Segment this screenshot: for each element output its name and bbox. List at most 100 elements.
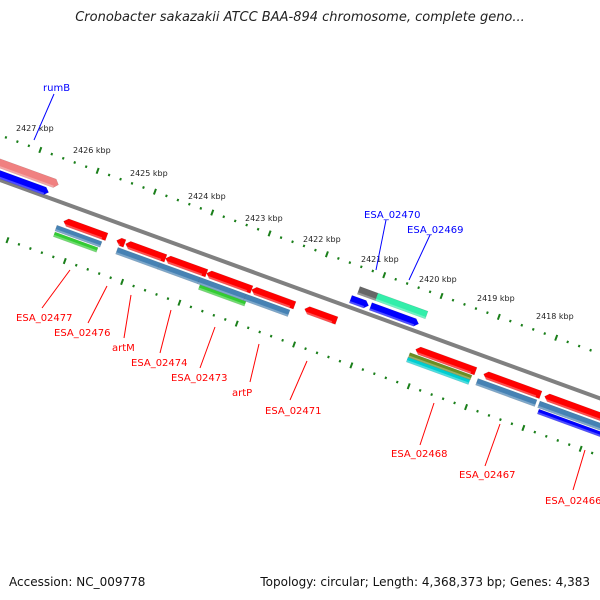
lower-tick [372,372,376,376]
lower-tick [418,388,422,392]
gene-feature [52,231,99,253]
lower-tick [258,330,262,334]
tick-label: 2426 kbp [73,146,111,155]
upper-tick [486,311,489,315]
genome-info-text: Topology: circular; Length: 4,368,373 bp… [260,575,590,589]
gene-feature-shade [197,281,245,301]
tick-label: 2424 kbp [188,192,226,201]
lower-tick [327,355,330,359]
lower-tick [361,368,365,372]
gene-feature-shade [250,291,291,308]
lower-tick [177,299,182,306]
gene-feature-shade [303,310,333,324]
lower-tick [544,434,548,438]
lower-tick [109,276,112,280]
upper-tick [577,344,581,348]
lower-tick [590,451,594,455]
lower-tick [29,247,32,250]
gene-label[interactable]: ESA_02473 [171,373,228,384]
gene-feature [54,224,103,248]
gene-feature [125,241,168,263]
gene-feature-shade [62,223,103,240]
tick-label: 2420 kbp [419,275,457,284]
upper-tick [589,348,592,352]
lower-tick [556,439,560,442]
upper-tick [4,135,8,139]
gene-feature [537,400,600,434]
gene-feature [415,346,478,376]
lower-tick [304,347,307,351]
gene-label[interactable]: artM [112,343,135,354]
gene-label[interactable]: ESA_02467 [459,470,516,481]
lower-tick [338,359,342,363]
gene-label[interactable]: ESA_02469 [407,225,464,236]
gene-feature-shade [164,260,203,276]
backbone [0,171,600,422]
gene-feature [405,356,471,385]
gene-feature-shade [53,234,97,253]
gene-feature [368,302,419,327]
upper-tick [119,177,122,181]
lower-tick [40,251,44,255]
gene-feature-shade [157,267,199,284]
lower-tick [395,380,399,384]
lower-tick [430,393,433,397]
gene-feature [243,293,291,317]
lower-tick [166,297,170,301]
upper-tick [394,277,398,281]
gene-feature [536,408,600,441]
upper-tick [531,327,535,331]
accession-text: Accession: NC_009778 [9,575,146,589]
gene-label[interactable]: ESA_02474 [131,358,188,369]
gene-label[interactable]: ESA_02466 [545,496,600,507]
lower-tick [132,284,135,288]
map-title: Cronobacter sakazakii ATCC BAA-894 chrom… [75,10,525,25]
upper-tick [27,144,31,148]
upper-tick [314,248,317,252]
gene-label[interactable]: artP [232,388,252,399]
gene-feature-shade [0,172,45,195]
gene-label[interactable]: ESA_02477 [16,313,73,324]
upper-tick [176,198,180,202]
lower-tick [533,430,537,434]
lower-tick [349,362,354,369]
lower-tick [189,305,193,309]
upper-tick [508,319,512,323]
upper-tick [463,302,466,306]
upper-tick [302,244,306,248]
lower-tick [567,443,571,447]
lower-tick [155,292,158,296]
gene-feature-shade [537,411,600,440]
upper-tick [474,307,478,311]
lower-tick [97,272,101,276]
tick-label: 2419 kbp [477,294,515,303]
gene-feature [0,166,49,196]
lower-tick [5,237,10,244]
upper-tick [165,194,168,198]
gene-label-rumB[interactable]: rumB [43,83,70,94]
lower-tick [441,397,445,401]
gene-feature-shade [0,161,54,188]
lower-tick [223,317,227,321]
lower-tick [384,376,388,380]
gene-label[interactable]: ESA_02470 [364,210,421,221]
lower-tick [510,422,514,426]
upper-tick [267,230,272,237]
gene-label[interactable]: ESA_02468 [391,449,448,460]
upper-tick [73,161,77,164]
gene-feature-shade [482,375,537,398]
tick-label: 2427 kbp [16,124,54,133]
gene-label[interactable]: ESA_02471 [265,406,322,417]
lower-tick [464,403,469,411]
upper-tick [324,251,329,258]
lower-tick [487,413,491,417]
lower-tick [476,409,479,413]
upper-tick [496,313,501,321]
gene-feature [374,292,429,320]
lower-tick [292,341,297,348]
lower-tick [212,313,216,317]
gene-feature [116,237,127,248]
upper-tick [199,206,203,210]
gene-label[interactable]: ESA_02476 [54,328,111,339]
gene-feature [483,371,543,399]
